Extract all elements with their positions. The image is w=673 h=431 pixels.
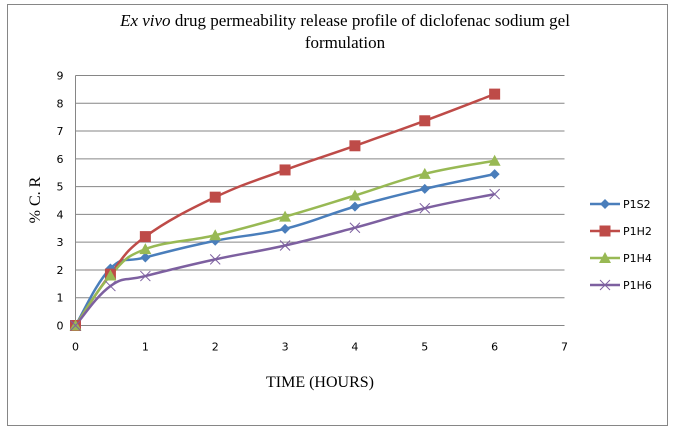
legend-label: P1H2 xyxy=(623,225,652,238)
axes xyxy=(75,75,565,326)
y-tick-label: 5 xyxy=(57,181,64,194)
x-tick-label: 4 xyxy=(351,341,358,354)
data-point-p1h2 xyxy=(139,231,151,243)
data-point-p1h4 xyxy=(418,167,431,179)
data-point-p1s2 xyxy=(489,169,500,180)
x-tick-label: 3 xyxy=(282,341,289,354)
tick-labels: 0 1 2 3 4 5 6 7 8 9 0 1 2 3 4 5 6 7 xyxy=(57,70,569,354)
data-point-p1h2 xyxy=(489,88,501,100)
chart-title-rest: drug permeability release profile of dic… xyxy=(170,11,570,30)
data-point-p1h6 xyxy=(349,222,361,234)
x-tick-label: 2 xyxy=(212,341,219,354)
data-point-p1s2 xyxy=(349,201,360,212)
gridlines xyxy=(75,75,565,299)
series-line-p1h2 xyxy=(74,92,496,327)
data-point-p1h4 xyxy=(279,210,292,222)
y-tick-label: 2 xyxy=(57,264,64,277)
legend: P1S2 P1H2 P1H4 P1H6 xyxy=(590,198,652,292)
legend-item-p1s2: P1S2 xyxy=(590,198,651,211)
chart-title: Ex vivo drug permeability release profil… xyxy=(80,10,610,54)
data-point-p1h4 xyxy=(104,269,117,281)
series-line-p1h6 xyxy=(74,192,495,327)
data-point-p1s2 xyxy=(419,183,430,194)
y-tick-label: 0 xyxy=(57,320,64,333)
data-point-p1h4 xyxy=(348,189,361,201)
x-axis-title: TIME (HOURS) xyxy=(266,374,374,391)
x-tick-label: 1 xyxy=(142,341,149,354)
y-axis-title: % C. R xyxy=(27,176,44,223)
y-tick-label: 1 xyxy=(57,292,64,305)
x-tick-label: 5 xyxy=(421,341,428,354)
data-point-p1h6 xyxy=(419,202,431,214)
data-point-p1h2 xyxy=(279,164,291,176)
data-point-p1h6 xyxy=(209,254,221,265)
legend-marker-icon xyxy=(599,225,611,237)
legend-marker-icon xyxy=(599,252,611,263)
data-point-p1h2 xyxy=(349,140,361,152)
series-lines xyxy=(74,92,496,327)
y-tick-label: 9 xyxy=(57,70,64,83)
y-tick-label: 7 xyxy=(57,125,64,138)
x-tick-label: 7 xyxy=(561,341,568,354)
legend-marker-icon xyxy=(600,199,610,209)
data-point-p1h4 xyxy=(139,243,152,255)
chart-title-line2: formulation xyxy=(304,33,386,52)
y-tick-label: 4 xyxy=(57,208,64,221)
data-point-p1s2 xyxy=(280,223,291,234)
data-point-p1h6 xyxy=(70,320,81,331)
data-point-p1h6 xyxy=(105,280,116,292)
chart-frame xyxy=(7,4,668,426)
series-markers xyxy=(69,88,501,331)
data-point-p1h6 xyxy=(140,270,151,282)
legend-marker-icon xyxy=(599,279,611,291)
legend-item-p1h4: P1H4 xyxy=(590,252,652,265)
legend-item-p1h6: P1H6 xyxy=(590,279,652,292)
series-line-p1s2 xyxy=(74,172,495,327)
data-point-p1h4 xyxy=(209,229,222,241)
x-tick-label: 0 xyxy=(72,341,79,354)
x-tick-label: 6 xyxy=(491,341,498,354)
data-point-p1s2 xyxy=(140,252,151,263)
legend-label: P1H6 xyxy=(623,279,652,292)
legend-label: P1H4 xyxy=(623,252,652,265)
data-point-p1h2 xyxy=(209,191,221,203)
y-tick-label: 6 xyxy=(57,153,64,166)
y-tick-label: 8 xyxy=(57,97,64,110)
series-line-p1h4 xyxy=(74,159,495,327)
data-point-p1h4 xyxy=(488,154,501,166)
legend-item-p1h2: P1H2 xyxy=(590,225,652,238)
data-point-p1h6 xyxy=(279,240,291,251)
y-tick-label: 3 xyxy=(57,236,64,249)
chart-title-italic: Ex vivo xyxy=(120,11,171,30)
legend-label: P1S2 xyxy=(623,198,651,211)
data-point-p1h2 xyxy=(419,115,431,127)
data-point-p1h6 xyxy=(489,188,500,200)
